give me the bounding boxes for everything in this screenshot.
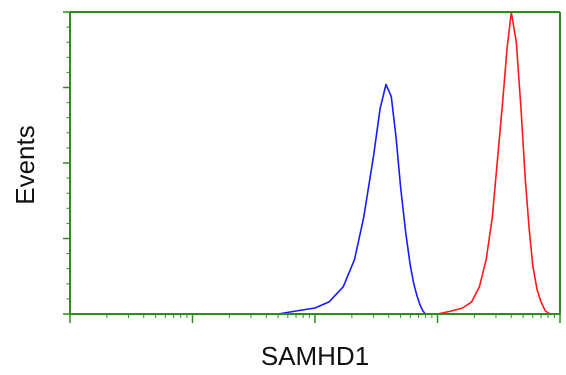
axes-layer [63,11,561,323]
series-layer [277,11,551,315]
x-axis-title: SAMHD1 [261,341,369,371]
series-line-2 [437,11,551,315]
series-line-1 [277,83,427,315]
y-axis-title: Events [10,125,40,205]
plot-area [70,12,560,314]
